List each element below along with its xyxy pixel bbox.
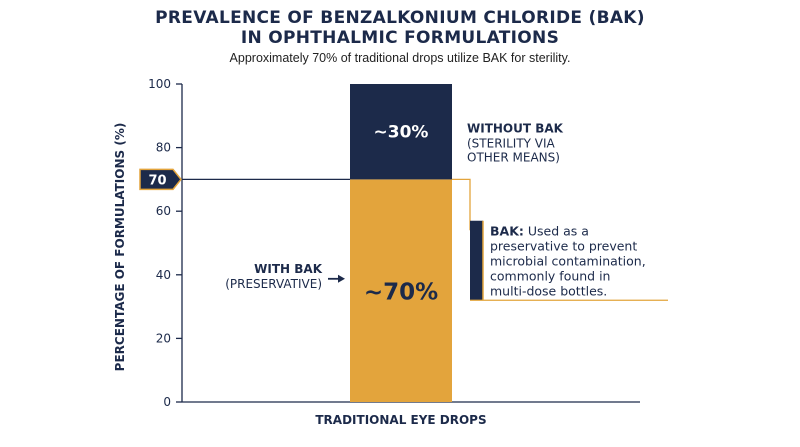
chart-subtitle: Approximately 70% of traditional drops u… (229, 51, 571, 65)
y-tick-label-0: 0 (163, 395, 171, 409)
y-tick-label-40: 40 (156, 268, 171, 282)
with-bak-subtitle: (PRESERVATIVE) (225, 277, 322, 291)
reference-marker-label: 70 (148, 173, 166, 188)
reference-marker-badge (139, 168, 182, 191)
callout-connector-top (452, 178, 471, 231)
y-axis-label: PERCENTAGE OF FORMULATIONS (%) (113, 123, 127, 372)
with-bak-arrow-head (338, 274, 345, 283)
callout-line-4: commonly found in (490, 269, 610, 284)
callout-bold-prefix: BAK: (490, 224, 524, 239)
without-bak-title: WITHOUT BAK (467, 122, 564, 136)
chart-header: PREVALENCE OF BENZALKONIUM CHLORIDE (BAK… (0, 8, 800, 65)
y-tick-label-100: 100 (148, 77, 171, 91)
callout-line-5: multi-dose bottles. (490, 284, 607, 299)
without-bak-line-2: OTHER MEANS) (467, 151, 560, 165)
callout-marker-bar (470, 220, 483, 301)
y-tick-label-20: 20 (156, 331, 171, 345)
without-bak-line-1: (STERILITY VIA (467, 137, 556, 151)
bar-label-with-bak: ~70% (364, 280, 438, 306)
callout-first-rest: Used as a (524, 224, 589, 239)
callout-line-1: BAK: Used as a (490, 224, 589, 239)
callout-line-2: preservative to prevent (490, 239, 637, 254)
with-bak-title: WITH BAK (254, 262, 323, 276)
chart-title-line-2: IN OPHTHALMIC FORMULATIONS (240, 28, 560, 48)
bar-segment-with-bak (350, 179, 452, 402)
chart-title-line-1: PREVALENCE OF BENZALKONIUM CHLORIDE (BAK… (155, 8, 645, 28)
y-tick-label-60: 60 (156, 204, 171, 218)
bar-label-without-bak: ~30% (374, 123, 429, 143)
x-category-label: TRADITIONAL EYE DROPS (315, 413, 486, 427)
bar-segment-without-bak (350, 84, 452, 180)
callout-line-3: microbial contamination, (490, 254, 646, 269)
y-tick-label-80: 80 (156, 141, 171, 155)
